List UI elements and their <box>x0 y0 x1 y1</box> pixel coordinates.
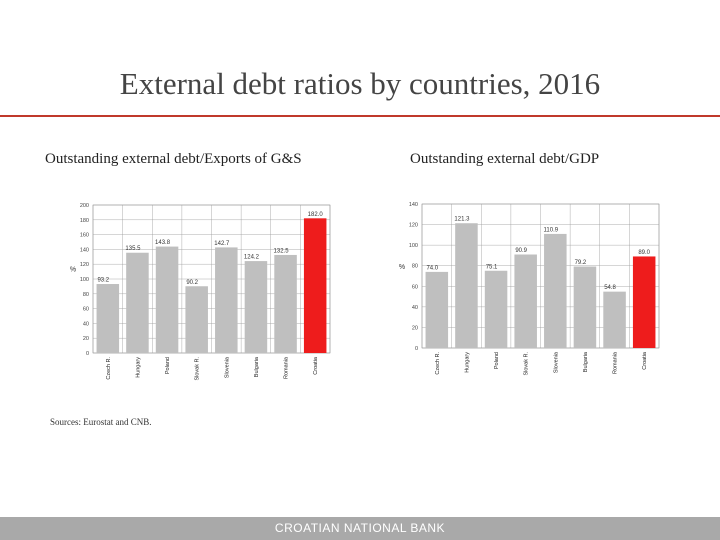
chart2-bar-croatia <box>632 256 656 348</box>
chart2-y-tick-label: 20 <box>412 325 418 331</box>
chart2-category-label-hungary: Hungary <box>464 352 470 373</box>
sources-note: Sources: Eurostat and CNB. <box>50 417 152 427</box>
chart1-bar-czech-r <box>96 284 120 353</box>
chart1-bar-slovak-r <box>185 286 208 353</box>
chart1-category-label-czech-r: Czech R. <box>106 357 112 380</box>
chart2-bar-romania <box>603 291 626 348</box>
chart1-y-tick-label: 80 <box>83 292 89 298</box>
chart1-category-label-croatia: Croatia <box>313 356 319 375</box>
left-chart-subtitle: Outstanding external debt/Exports of G&S <box>45 151 302 167</box>
chart2-category-label-czech-r: Czech R. <box>435 352 441 375</box>
chart1-category-label-slovak-r: Slovak R. <box>195 357 201 381</box>
footer-bar: CROATIAN NATIONAL BANK <box>0 517 720 540</box>
chart2-bar-slovak-r <box>514 254 537 348</box>
chart1-bar-slovenia <box>215 247 238 353</box>
chart2-bar-hungary <box>455 223 478 348</box>
chart2-y-tick-label: 0 <box>415 346 418 352</box>
title-rule <box>0 115 720 117</box>
chart2-data-label-bulgaria: 79.2 <box>575 260 587 266</box>
chart1-data-label-slovenia: 142.7 <box>214 241 230 247</box>
chart1-category-label-poland: Poland <box>165 357 171 374</box>
chart1-data-label-poland: 143.8 <box>155 240 171 246</box>
gdp-ratio-chart: 0 20 40 60 80 100 120 140% 74.0 Czech R. 121.3 Hung… <box>399 202 660 376</box>
chart1-category-label-romania: Romania <box>284 356 290 379</box>
chart2-category-label-slovenia: Slovenia <box>553 351 559 373</box>
chart2-category-label-slovak-r: Slovak R. <box>524 352 530 376</box>
chart1-bar-romania <box>274 254 297 353</box>
chart2-y-tick-label: 80 <box>412 264 418 270</box>
chart2-data-label-hungary: 121.3 <box>454 217 470 223</box>
chart2-data-label-slovenia: 110.9 <box>544 227 559 233</box>
chart1-category-label-hungary: Hungary <box>135 357 141 378</box>
chart1-data-label-croatia: 182.0 <box>308 212 324 218</box>
chart2-bar-bulgaria <box>573 266 597 348</box>
chart1-category-label-slovenia: Slovenia <box>224 356 230 378</box>
chart2-category-label-bulgaria: Bulgaria <box>583 351 589 372</box>
chart1-data-label-slovak-r: 90.2 <box>186 280 198 286</box>
chart1-data-label-romania: 132.5 <box>274 248 290 254</box>
chart1-y-tick-label: 180 <box>80 218 89 224</box>
chart2-category-label-romania: Romania <box>613 351 619 374</box>
chart2-data-label-poland: 75.1 <box>486 264 498 270</box>
slide-title: External debt ratios by countries, 2016 <box>119 66 601 101</box>
chart1-y-tick-label: 60 <box>83 307 89 313</box>
chart1-y-axis-label: % <box>70 267 76 274</box>
chart2-bar-czech-r <box>425 271 449 348</box>
chart1-bar-poland <box>155 246 179 353</box>
chart2-y-tick-label: 120 <box>409 223 418 229</box>
chart2-y-tick-label: 100 <box>409 243 418 249</box>
chart1-category-label-bulgaria: Bulgaria <box>254 356 260 377</box>
chart2-y-tick-label: 60 <box>412 284 418 290</box>
chart1-y-tick-label: 200 <box>80 203 89 209</box>
chart2-data-label-romania: 54.8 <box>604 285 616 291</box>
chart1-y-tick-label: 0 <box>86 351 89 357</box>
chart1-y-tick-label: 120 <box>80 262 89 268</box>
chart2-data-label-slovak-r: 90.9 <box>515 248 527 254</box>
chart1-data-label-czech-r: 93.2 <box>97 278 109 284</box>
chart1-y-tick-label: 20 <box>83 336 89 342</box>
chart2-category-label-poland: Poland <box>494 352 500 369</box>
chart2-data-label-czech-r: 74.0 <box>426 265 438 271</box>
exports-ratio-chart: 0 20 40 60 80 100 120 140 160 180 200% 93.2 Czech R.… <box>70 203 331 381</box>
chart2-category-label-croatia: Croatia <box>642 351 648 370</box>
chart2-bar-poland <box>484 270 508 348</box>
chart1-y-tick-label: 160 <box>80 233 89 239</box>
chart1-data-label-hungary: 135.5 <box>125 246 141 252</box>
footer-text: CROATIAN NATIONAL BANK <box>274 521 446 535</box>
chart2-bar-slovenia <box>544 233 567 348</box>
chart2-y-tick-label: 40 <box>412 305 418 311</box>
chart1-bar-hungary <box>126 252 149 353</box>
chart2-y-axis-label: % <box>399 264 405 271</box>
chart2-y-tick-label: 140 <box>409 202 418 208</box>
chart1-data-label-bulgaria: 124.2 <box>244 255 260 261</box>
chart1-bar-croatia <box>303 218 327 353</box>
chart1-bar-bulgaria <box>244 261 268 353</box>
chart1-y-tick-label: 100 <box>80 277 89 283</box>
right-chart-subtitle: Outstanding external debt/GDP <box>410 151 600 167</box>
chart2-data-label-croatia: 89.0 <box>638 250 650 256</box>
chart1-y-tick-label: 140 <box>80 247 89 253</box>
chart1-y-tick-label: 40 <box>83 321 89 327</box>
